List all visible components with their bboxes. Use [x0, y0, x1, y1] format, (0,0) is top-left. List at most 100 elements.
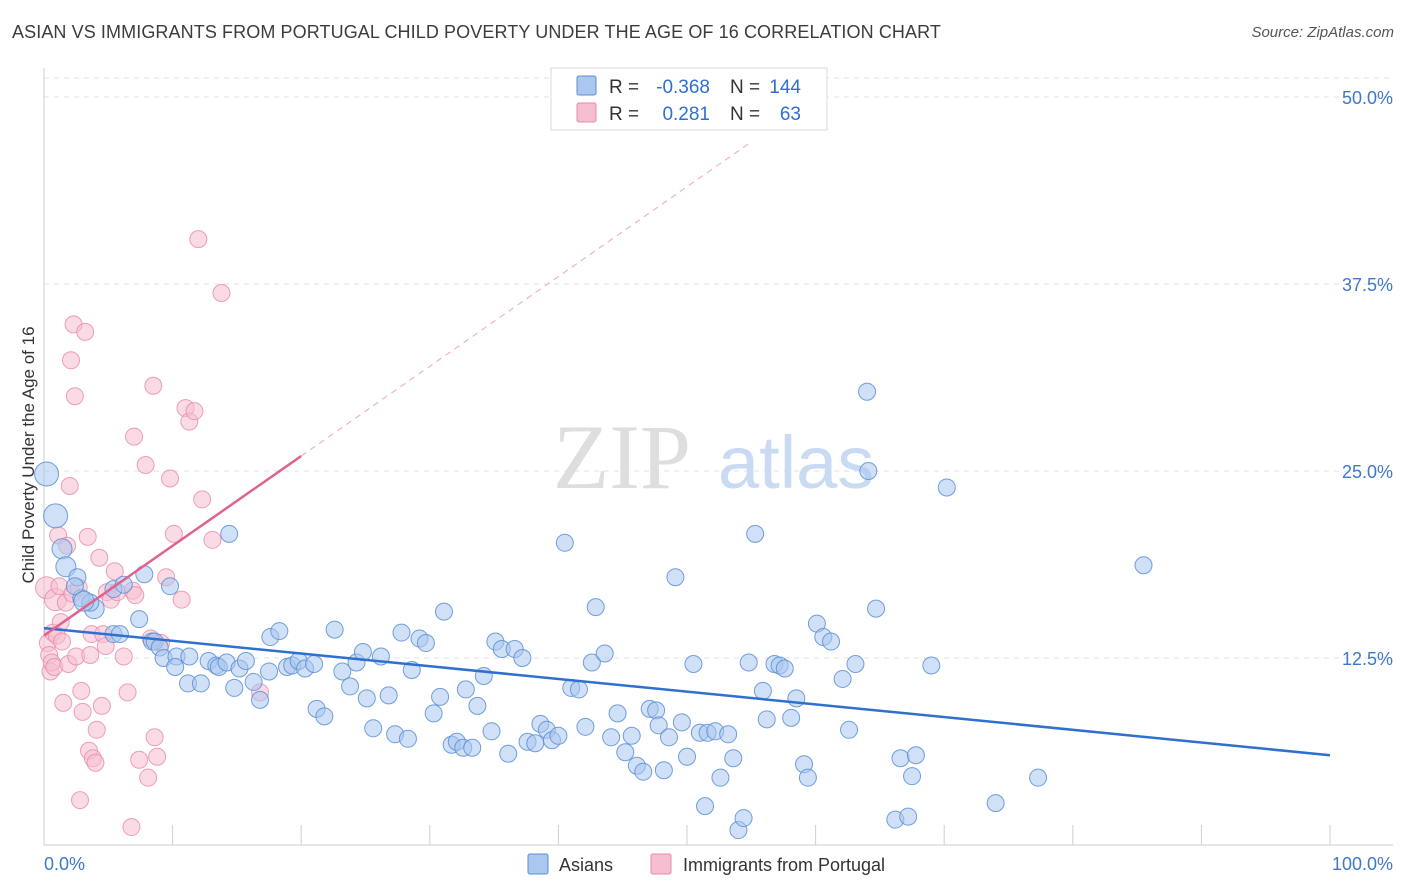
pink-point-43 — [118, 683, 137, 702]
blue-point-68 — [463, 738, 482, 757]
bottom-legend-swatch-portugal — [650, 853, 672, 875]
blue-point-63 — [434, 602, 453, 621]
pink-point-25 — [73, 702, 92, 721]
blue-point-60 — [416, 634, 435, 653]
blue-point-82 — [549, 726, 568, 745]
tick-labels: 12.5% 25.0% 37.5% 50.0% — [1342, 88, 1393, 669]
blue-point-140 — [937, 478, 956, 497]
bottom-legend-portugal: Immigrants from Portugal — [683, 855, 885, 875]
pink-point-68 — [122, 818, 141, 837]
pink-point-56 — [161, 469, 180, 488]
blue-point-132 — [859, 462, 878, 480]
pink-point-12 — [53, 632, 72, 651]
blue-point-114 — [739, 653, 758, 672]
pink-point-52 — [145, 728, 164, 747]
blue-point-91 — [608, 704, 627, 723]
blue-point-24 — [180, 647, 199, 666]
blue-point-133 — [867, 599, 886, 618]
blue-point-2 — [51, 538, 73, 560]
blue-point-103 — [678, 747, 696, 766]
blue-point-57 — [398, 729, 417, 748]
blue-point-8 — [65, 577, 84, 596]
blue-point-97 — [647, 701, 666, 720]
y-tick-label-1: 25.0% — [1342, 462, 1393, 482]
pink-point-47 — [130, 750, 149, 769]
blue-point-36 — [260, 662, 279, 681]
blue-point-138 — [906, 746, 925, 765]
blue-point-139 — [922, 656, 941, 675]
blue-point-78 — [526, 734, 545, 753]
watermark-zip: ZIP — [553, 406, 691, 508]
blue-point-130 — [846, 654, 865, 673]
blue-point-74 — [499, 744, 518, 763]
blue-point-87 — [582, 653, 601, 672]
pink-point-27 — [78, 527, 97, 546]
blue-point-61 — [424, 704, 443, 723]
legend-n-label-1: N = — [730, 77, 760, 98]
trend-line-asians — [43, 626, 1331, 757]
pink-point-64 — [189, 230, 208, 249]
blue-point-33 — [236, 651, 255, 670]
pink-point-46 — [125, 427, 144, 446]
trend-line-portugal — [43, 455, 302, 637]
blue-point-35 — [251, 690, 270, 709]
blue-point-0 — [34, 461, 60, 487]
legend-n-label-2: N = — [730, 104, 760, 125]
blue-point-1 — [43, 503, 69, 529]
blue-point-101 — [666, 568, 685, 587]
blue-point-124 — [798, 768, 817, 787]
pink-point-34 — [90, 548, 109, 567]
legend-r-value-2: 0.281 — [662, 104, 710, 125]
blue-point-47 — [333, 662, 352, 681]
legend-r-label-2: R = — [609, 104, 639, 125]
blue-point-62 — [431, 687, 450, 706]
blue-point-31 — [225, 678, 244, 697]
legend-r-label-1: R = — [609, 77, 639, 98]
blue-point-109 — [711, 768, 730, 787]
blue-point-93 — [622, 726, 641, 745]
blue-point-102 — [672, 713, 691, 732]
blue-point-99 — [654, 761, 673, 780]
legend-box: R = -0.368 N = 144 R = 0.281 N = 63 — [550, 67, 828, 131]
blue-point-128 — [833, 669, 852, 688]
blue-point-121 — [782, 708, 801, 727]
y-axis-label: Child Poverty Under the Age of 16 — [19, 326, 38, 583]
pink-point-65 — [212, 283, 231, 302]
blue-point-46 — [325, 620, 344, 639]
blue-point-71 — [482, 722, 501, 741]
blue-point-120 — [775, 659, 794, 678]
legend-r-value-1: -0.368 — [656, 77, 710, 98]
pink-point-40 — [105, 562, 124, 581]
blue-point-117 — [757, 710, 776, 729]
legend-n-value-1: 144 — [769, 77, 801, 98]
blue-point-86 — [576, 717, 595, 736]
blue-point-69 — [468, 696, 487, 715]
pink-point-57 — [164, 524, 183, 543]
pink-point-53 — [148, 747, 167, 766]
pink-point-42 — [114, 647, 133, 666]
blue-point-92 — [616, 743, 635, 762]
y-tick-label-2: 37.5% — [1342, 275, 1393, 295]
legend-swatch-asians — [576, 75, 597, 96]
blue-point-143 — [1134, 556, 1153, 575]
blue-point-111 — [724, 749, 743, 768]
blue-point-14 — [220, 524, 239, 543]
blue-point-54 — [379, 686, 398, 705]
legend-swatch-portugal — [576, 102, 597, 123]
blue-point-51 — [357, 689, 376, 708]
pink-point-29 — [81, 646, 100, 665]
pink-point-61 — [185, 402, 204, 421]
blue-point-17 — [130, 610, 149, 629]
blue-point-100 — [659, 728, 678, 747]
pink-point-45 — [126, 586, 145, 605]
pink-point-63 — [203, 530, 222, 549]
blue-point-113 — [734, 809, 753, 828]
blue-point-43 — [305, 654, 324, 673]
watermark-atlas: atlas — [718, 421, 874, 504]
blue-series-points — [34, 382, 1153, 840]
blue-point-26 — [191, 674, 210, 693]
blue-point-48 — [341, 677, 360, 696]
pink-point-19 — [65, 387, 84, 406]
blue-point-88 — [586, 598, 605, 617]
pink-point-51 — [144, 376, 163, 395]
